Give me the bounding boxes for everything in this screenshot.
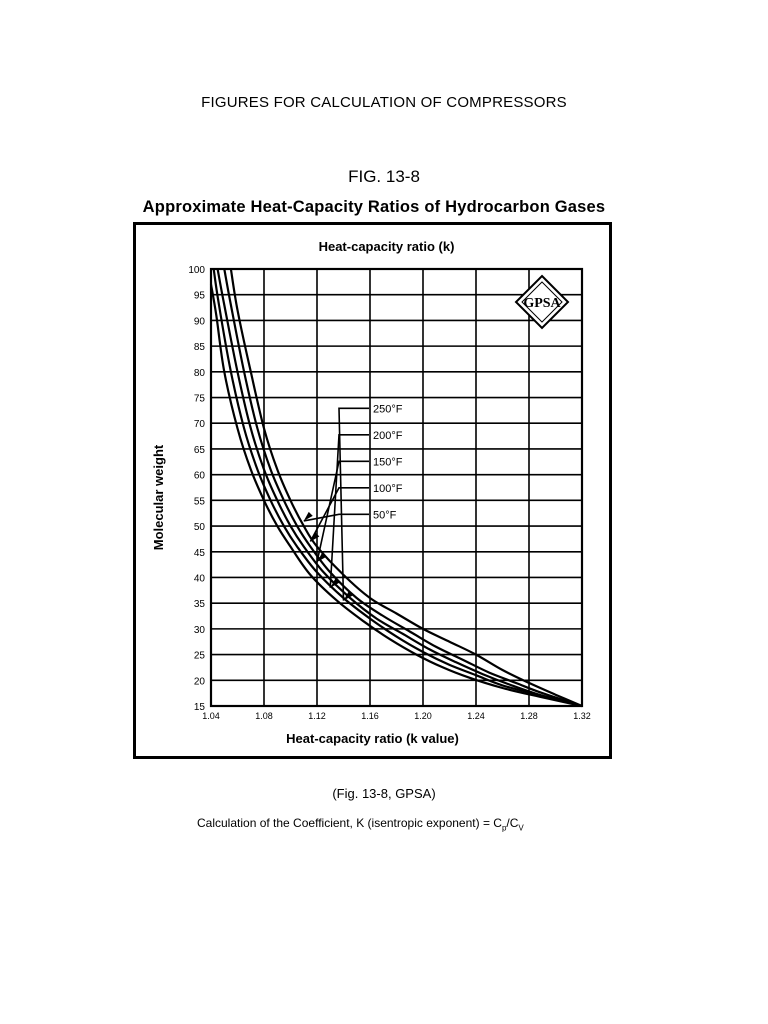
y-tick-label: 15: [194, 702, 206, 713]
series-line-1: [229, 268, 583, 708]
annotation-leader: [329, 434, 369, 588]
x-tick-label: 1.24: [467, 711, 485, 721]
x-tick-label: 1.08: [255, 711, 273, 721]
annotation-leader: [303, 513, 369, 522]
y-tick-label: 90: [194, 316, 206, 327]
y-tick-label: 50: [194, 522, 206, 533]
annotation-arrowhead: [317, 553, 326, 563]
chart-title: Heat-capacity ratio (k): [319, 239, 455, 254]
gpsa-logo-text: GPSA: [523, 296, 561, 311]
y-tick-label: 55: [194, 496, 206, 507]
annotation-label: 200°F: [373, 430, 403, 442]
annotation-arrowhead: [330, 578, 340, 588]
chart-frame: [133, 222, 612, 759]
annotation-label: 150°F: [373, 456, 403, 468]
calculation-mid: /C: [506, 816, 519, 830]
calculation-text: Calculation of the Coefficient, K (isent…: [197, 816, 502, 830]
y-tick-label: 40: [194, 573, 206, 584]
y-tick-label: 95: [194, 291, 206, 302]
x-tick-label: 1.12: [308, 711, 326, 721]
series-line-2: [223, 268, 583, 708]
gpsa-logo-inner: [521, 281, 563, 323]
annotation-label: 50°F: [373, 509, 397, 521]
annotation-label: 100°F: [373, 483, 403, 495]
plot-border: [209, 267, 584, 708]
annotation-arrowhead: [310, 532, 320, 542]
y-tick-label: 85: [194, 342, 206, 353]
x-axis-label: Heat-capacity ratio (k value): [286, 731, 459, 746]
figure-number: FIG. 13-8: [348, 167, 420, 186]
calculation-subscript-v: V: [518, 823, 524, 833]
annotation-label: 250°F: [373, 403, 403, 415]
x-tick-label: 1.04: [202, 711, 220, 721]
x-tick-label: 1.20: [414, 711, 432, 721]
calculation-line: Calculation of the Coefficient, K (isent…: [197, 816, 524, 832]
heat-capacity-chart: 15 20 25 30 35 40 45 50 55 60 65 70 75 80 85 90 95 100 1.0…: [151, 239, 591, 746]
series-line-4: [212, 268, 583, 708]
x-tick-label: 1.16: [361, 711, 379, 721]
series-line-5: [209, 284, 583, 708]
annotation-arrowhead: [343, 591, 353, 601]
annotation-leader: [316, 460, 369, 563]
document-heading: FIGURES FOR CALCULATION OF COMPRESSORS: [201, 94, 567, 111]
y-tick-label: 35: [194, 599, 206, 610]
figure-caption: (Fig. 13-8, GPSA): [332, 786, 436, 801]
y-tick-label: 80: [194, 368, 206, 379]
annotation-leader: [309, 487, 369, 542]
annotation-arrowhead: [303, 511, 313, 521]
gpsa-logo-diamond: [514, 274, 570, 330]
calculation-subscript-p: p: [501, 823, 507, 833]
y-tick-label: 60: [194, 471, 206, 482]
annotation-leader: [338, 407, 369, 601]
y-tick-label: 45: [194, 548, 206, 559]
y-tick-label: 100: [188, 265, 205, 276]
x-tick-label: 1.32: [573, 711, 591, 721]
y-tick-label: 20: [194, 676, 206, 687]
y-axis-label: Molecular weight: [151, 444, 166, 550]
x-tick-label: 1.28: [520, 711, 538, 721]
y-tick-label: 25: [194, 651, 206, 662]
y-tick-label: 65: [194, 445, 206, 456]
figure-title: Approximate Heat-Capacity Ratios of Hydr…: [142, 198, 606, 216]
y-tick-label: 30: [194, 625, 206, 636]
y-tick-label: 70: [194, 419, 206, 430]
y-tick-label: 75: [194, 394, 206, 405]
